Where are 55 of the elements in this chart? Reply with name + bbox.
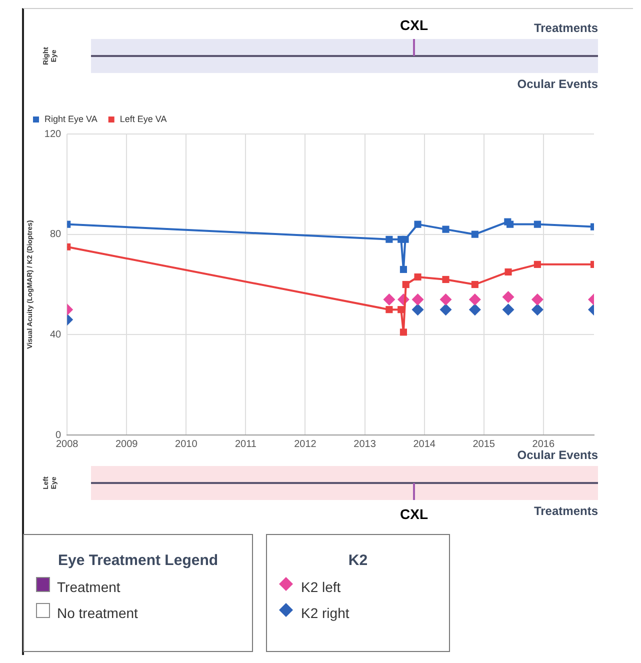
point — [414, 273, 422, 281]
point — [400, 328, 408, 336]
point — [412, 294, 424, 306]
y-tick-label: 80 — [50, 229, 62, 240]
point — [534, 220, 541, 228]
point — [402, 280, 410, 288]
category-label: K2 right — [301, 605, 350, 621]
point — [442, 226, 450, 233]
point — [398, 306, 405, 314]
category-label: K2 left — [301, 579, 341, 595]
category-label: Treatment — [57, 579, 120, 595]
text: Treatments — [534, 504, 598, 518]
point — [386, 306, 393, 314]
point — [534, 260, 541, 268]
point — [442, 276, 450, 284]
x-tick-label: 2015 — [472, 438, 496, 450]
x-tick-label: 2010 — [175, 438, 198, 450]
point — [468, 294, 481, 306]
x-tick-label: 2008 — [56, 438, 79, 450]
point — [440, 304, 452, 316]
legend-label: Left Eye VA — [120, 114, 167, 124]
point — [383, 294, 396, 306]
point — [386, 236, 393, 243]
x-tick-label: 2011 — [234, 438, 257, 450]
point — [412, 304, 424, 316]
text: Treatments — [534, 21, 598, 35]
point — [502, 291, 514, 304]
point — [504, 268, 512, 276]
point — [471, 280, 478, 288]
point — [502, 304, 514, 316]
point — [402, 236, 409, 243]
legend-title: Eye Treatment Legend — [56, 552, 220, 569]
point — [414, 220, 422, 228]
text: Ocular Events — [517, 448, 598, 462]
legend-title: K2 — [347, 552, 369, 569]
x-tick-label: 2013 — [354, 438, 376, 450]
point — [531, 294, 544, 306]
x-tick-label: 2009 — [116, 438, 138, 450]
point — [400, 266, 408, 273]
point — [440, 294, 452, 306]
point — [468, 304, 481, 316]
x-tick-label: 2016 — [532, 438, 555, 450]
legend-label: Right Eye VA — [44, 114, 98, 124]
text: CXL — [399, 17, 429, 33]
y-tick-label: 40 — [50, 329, 62, 340]
y-tick-label: 120 — [44, 128, 62, 140]
text: Ocular Events — [517, 77, 598, 91]
point — [471, 230, 478, 238]
point — [531, 304, 544, 316]
text: CXL — [399, 506, 429, 522]
x-tick-label: 2012 — [294, 438, 317, 450]
x-tick-label: 2014 — [413, 438, 436, 450]
category-label: No treatment — [57, 605, 138, 621]
y-tick-label: 0 — [56, 430, 62, 441]
point — [506, 220, 514, 228]
